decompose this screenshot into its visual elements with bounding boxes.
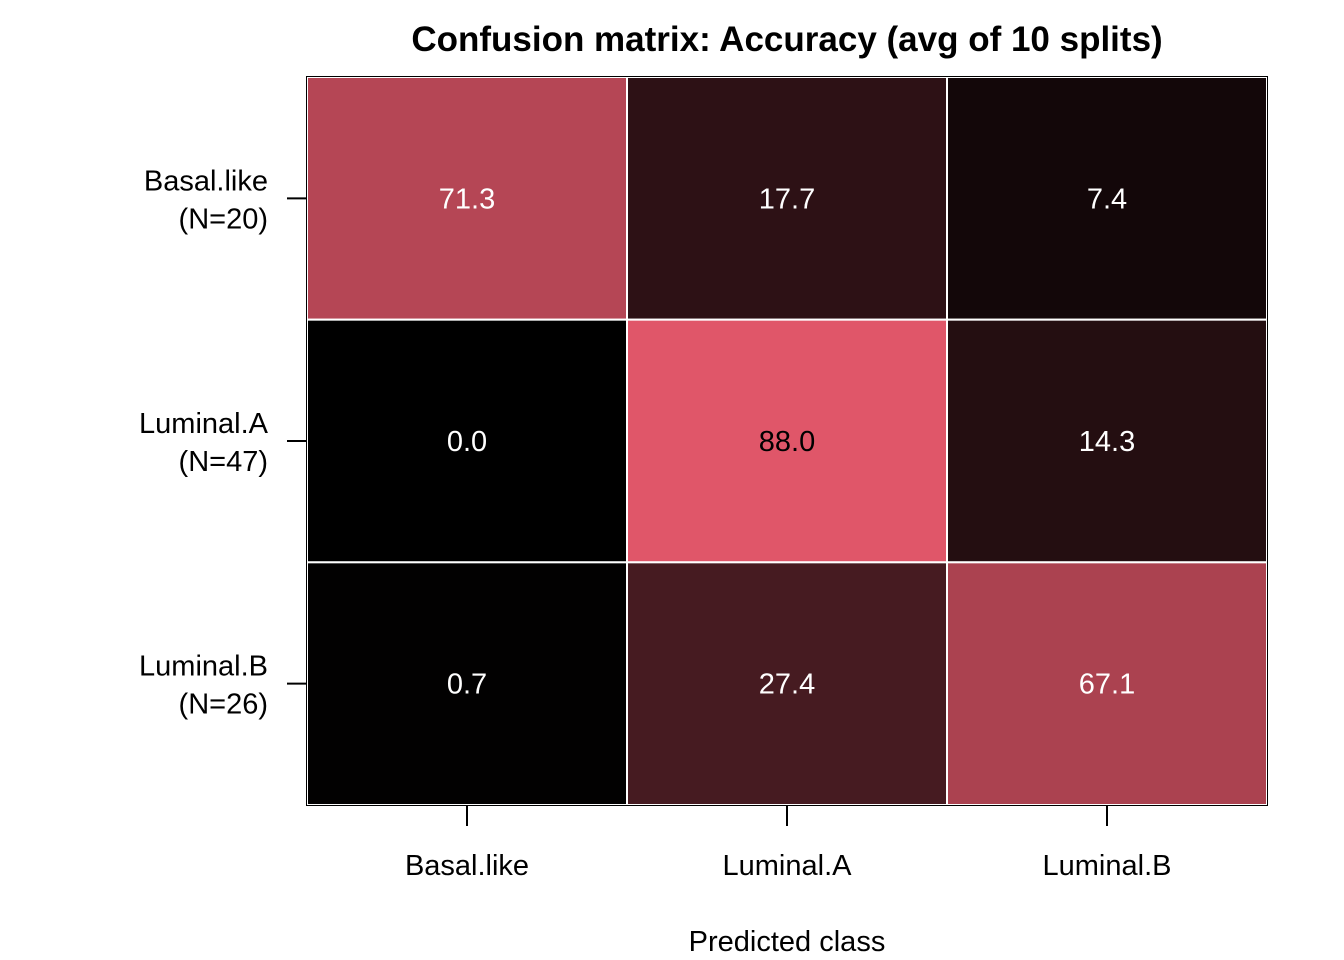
heatmap-cells: 71.3 17.7 7.4 0.0 88.0 14.3 0.7 27.4 67.1 [306,76,1268,806]
heatmap-cell [946,318,1268,564]
y-axis: Basal.like (N=20) Luminal.A (N=47) Luminal.B… [139,165,307,721]
y-tick-label: Luminal.A [139,408,269,440]
x-axis: Basal.like Luminal.A Luminal.B [405,805,1172,882]
x-tick-label: Luminal.A [723,850,853,882]
cell-value-label: 0.0 [447,426,487,458]
heatmap-cell [306,76,628,321]
cell-value-label: 0.7 [447,669,487,701]
chart-title: Confusion matrix: Accuracy (avg of 10 sp… [411,20,1162,59]
y-tick-label: Basal.like [144,165,268,197]
x-tick-label: Luminal.B [1043,850,1172,882]
cell-value-label: 88.0 [759,426,815,458]
y-tick-count-label: (N=26) [179,689,268,721]
heatmap-cell [306,318,628,564]
y-tick-count-label: (N=20) [179,203,268,235]
cell-value-label: 71.3 [439,183,495,215]
y-tick-count-label: (N=47) [179,446,268,478]
cell-value-label: 17.7 [759,183,815,215]
heatmap-cell [626,561,948,806]
heatmap-cell [626,318,948,564]
cell-value-label: 14.3 [1079,426,1135,458]
heatmap-cell [626,76,948,321]
cell-value-label: 27.4 [759,669,815,701]
x-axis-label: Predicted class [689,926,886,958]
y-tick-label: Luminal.B [139,651,268,683]
cell-value-label: 7.4 [1087,183,1127,215]
cell-value-label: 67.1 [1079,669,1135,701]
x-tick-label: Basal.like [405,850,529,882]
